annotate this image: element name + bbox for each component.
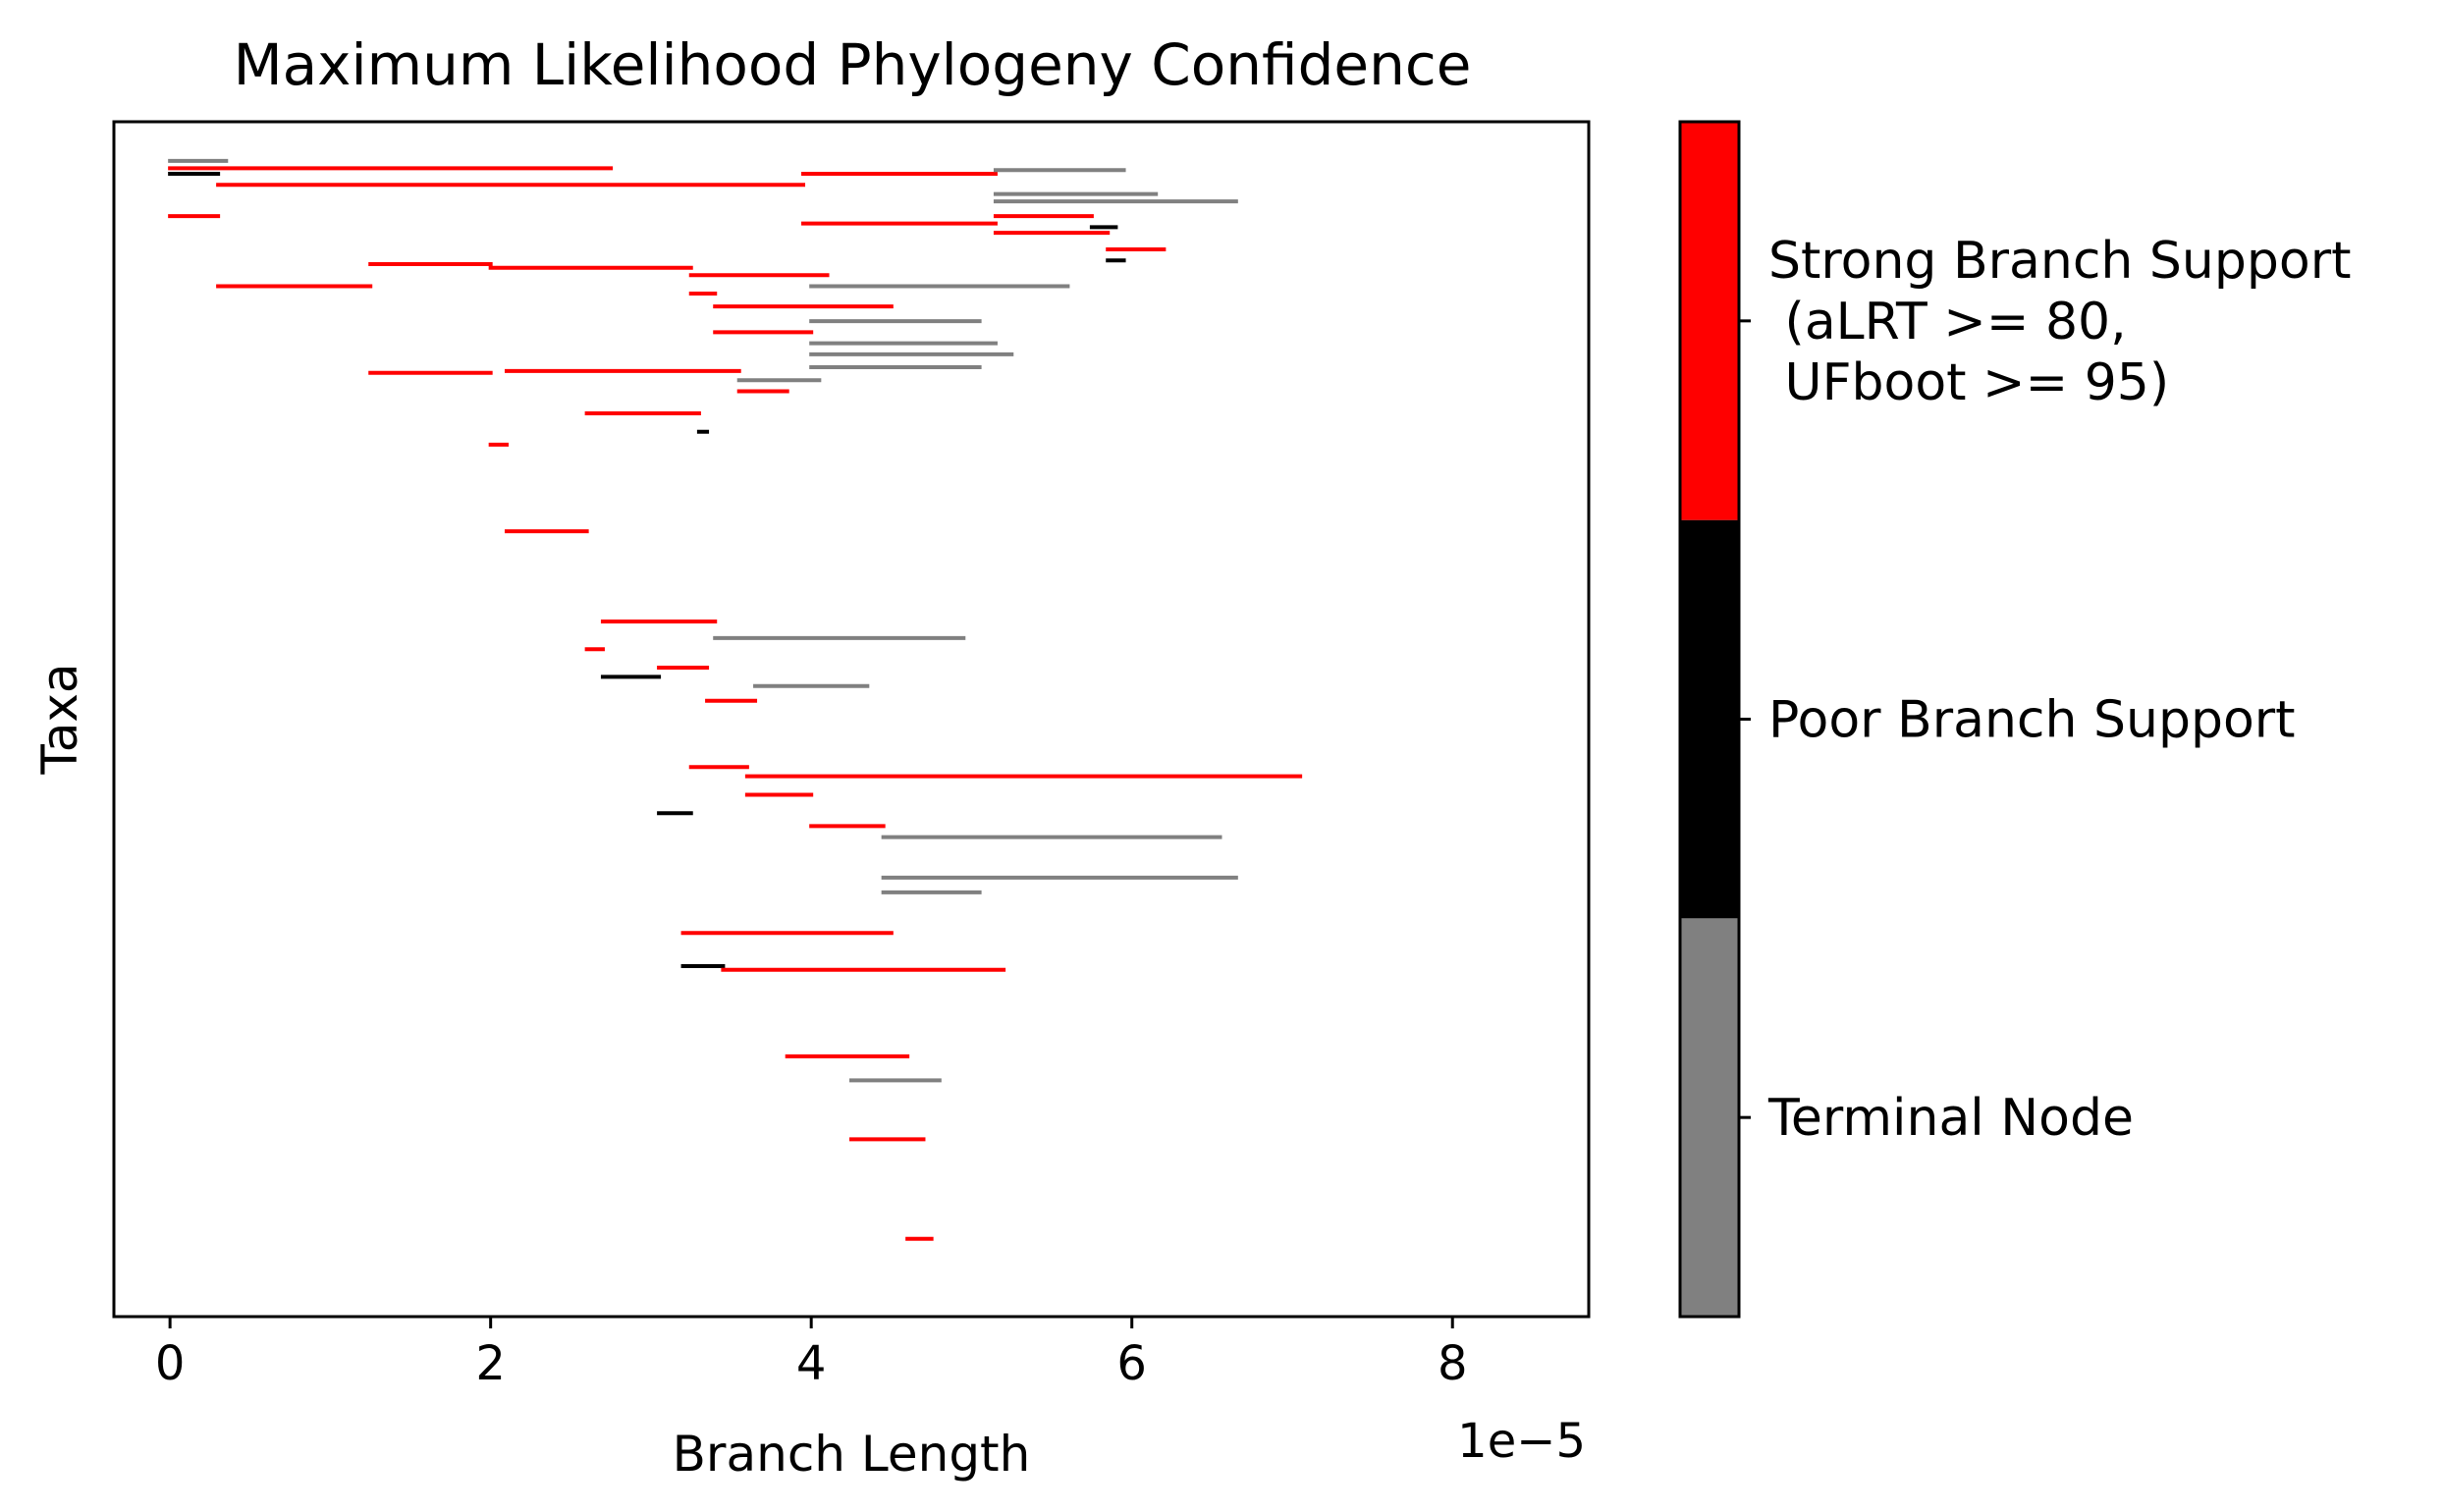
colorbar: Terminal Node Poor Branch Support Strong B… bbox=[1678, 120, 2351, 1319]
colorbar-label-poor: Poor Branch Support bbox=[1768, 691, 2296, 750]
x-tick-label: 4 bbox=[796, 1336, 827, 1391]
x-tick-label: 2 bbox=[475, 1336, 506, 1391]
plot-frame bbox=[112, 120, 1591, 1319]
x-axis-label: Branch Length bbox=[673, 1426, 1031, 1483]
x-tick-label: 8 bbox=[1438, 1336, 1468, 1391]
x-tick-label: 6 bbox=[1116, 1336, 1147, 1391]
colorbar-swatch-strong bbox=[1680, 122, 1739, 520]
x-axis-ticks: 0 2 4 6 8 bbox=[155, 1317, 1468, 1391]
plot-area: 0 2 4 6 8 bbox=[112, 120, 1591, 1391]
colorbar-swatch-poor bbox=[1680, 519, 1739, 919]
colorbar-label-strong: Strong Branch Support (aLRT >= 80, UFboo… bbox=[1768, 232, 2351, 412]
colorbar-swatch-terminal bbox=[1680, 918, 1739, 1317]
chart-title: Maximum Likelihood Phylogeny Confidence bbox=[234, 31, 1472, 98]
x-axis-offset-label: 1e−5 bbox=[1457, 1414, 1586, 1469]
tree-branches bbox=[168, 158, 1303, 1241]
colorbar-label-terminal: Terminal Node bbox=[1767, 1089, 2134, 1148]
x-tick-label: 0 bbox=[155, 1336, 186, 1391]
colorbar-frame bbox=[1678, 120, 1741, 1319]
y-axis-label: Taxa bbox=[31, 663, 88, 775]
